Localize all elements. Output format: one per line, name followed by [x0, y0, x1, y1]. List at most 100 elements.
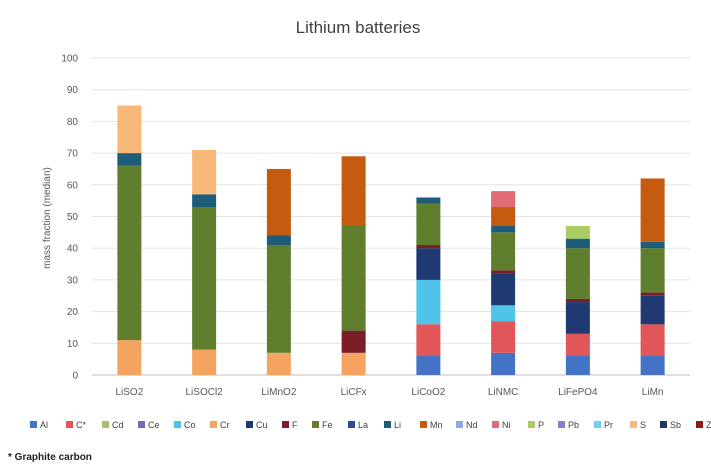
bar-segment-LiMn-Li[interactable]	[640, 241, 665, 249]
y-tick-label: 10	[67, 339, 79, 350]
bar-segment-LiSOCl2-Cr[interactable]	[192, 349, 217, 375]
bar-segment-LiSOCl2-Fe[interactable]	[192, 206, 217, 350]
legend-swatch-Cr	[210, 421, 217, 428]
bar-segment-LiNMC-Co[interactable]	[491, 305, 516, 322]
bar-segment-LiFePO4-P[interactable]	[565, 226, 590, 239]
x-category-label: LiSO2	[115, 387, 143, 398]
bar-segment-LiNMC-Al[interactable]	[491, 352, 516, 375]
legend-swatch-Cu	[246, 421, 253, 428]
legend-label: Nd	[466, 420, 478, 430]
legend-swatch-S	[630, 421, 637, 428]
bar-segment-LiCFx-Fe[interactable]	[341, 226, 366, 331]
legend-label: Cu	[256, 420, 268, 430]
y-tick-label: 90	[67, 85, 79, 96]
legend-label: Li	[394, 420, 401, 430]
legend-swatch-Fe	[312, 421, 319, 428]
y-tick-label: 100	[61, 54, 78, 65]
bar-segment-LiCoO2-Fe[interactable]	[416, 203, 441, 246]
x-category-label: LiCFx	[341, 387, 367, 398]
legend-swatch-Mn	[420, 421, 427, 428]
bar-segment-LiCoO2-Co[interactable]	[416, 279, 441, 325]
bar-segment-LiFePO4-Al[interactable]	[565, 355, 590, 375]
bar-segment-LiMn-C[interactable]	[640, 324, 665, 356]
legend-label: Ce	[148, 420, 160, 430]
bar-segment-LiCoO2-Al[interactable]	[416, 355, 441, 375]
bar-segment-LiMnO2-Cr[interactable]	[266, 352, 291, 375]
bar-segment-LiFePO4-C[interactable]	[565, 333, 590, 356]
legend-label: Pb	[568, 420, 579, 430]
bar-segment-LiCoO2-Cu[interactable]	[416, 248, 441, 280]
legend-label: S	[640, 420, 646, 430]
bar-segment-LiNMC-Fe[interactable]	[491, 232, 516, 271]
legend-swatch-Li	[384, 421, 391, 428]
legend-swatch-Sb	[660, 421, 667, 428]
bar-segment-LiMnO2-Mn[interactable]	[266, 168, 291, 236]
y-tick-label: 50	[67, 212, 79, 223]
bar-segment-LiFePO4-Li[interactable]	[565, 238, 590, 249]
bar-segment-LiCFx-F[interactable]	[341, 330, 366, 353]
bar-segment-LiSOCl2-S[interactable]	[192, 149, 217, 195]
y-tick-label: 0	[72, 371, 78, 382]
x-category-label: LiFePO4	[558, 387, 598, 398]
bar-segment-LiFePO4-Cu[interactable]	[565, 302, 590, 334]
bar-segment-LiNMC-Li[interactable]	[491, 226, 516, 233]
legend-label: Co	[184, 420, 196, 430]
bars	[117, 105, 665, 375]
bar-segment-LiNMC-Cu[interactable]	[491, 273, 516, 306]
bar-segment-LiFePO4-F[interactable]	[565, 298, 590, 303]
x-axis-categories: LiSO2 LiSOCl2 LiMnO2 LiCFx LiCoO2 LiNMC LiFePO…	[115, 387, 663, 398]
bar-segment-LiCFx-Mn[interactable]	[341, 156, 366, 227]
bar-segment-LiFePO4-Fe[interactable]	[565, 248, 590, 299]
bar-segment-LiMn-Fe[interactable]	[640, 248, 665, 293]
bar-segment-LiSO2-Li[interactable]	[117, 153, 142, 166]
legend-swatch-Zn	[696, 421, 703, 428]
chart-title: Lithium batteries	[296, 18, 421, 37]
legend-swatch-C	[66, 421, 73, 428]
y-axis-label: mass fraction (median)	[42, 167, 53, 269]
y-tick-label: 40	[67, 244, 79, 255]
y-tick-label: 20	[67, 307, 79, 318]
legend-swatch-F	[282, 421, 289, 428]
y-axis-ticks: 0 10 20 30 40 50 60 70 80 90 100	[61, 54, 78, 382]
legend-swatch-Nd	[456, 421, 463, 428]
bar-segment-LiCoO2-Li[interactable]	[416, 197, 441, 204]
bar-segment-LiMnO2-Li[interactable]	[266, 235, 291, 246]
bar-segment-LiNMC-F[interactable]	[491, 270, 516, 274]
bar-segment-LiNMC-C[interactable]	[491, 321, 516, 353]
bar-segment-LiMn-Al[interactable]	[640, 355, 665, 375]
legend-swatch-Pr	[594, 421, 601, 428]
legend-label: Zn	[706, 420, 711, 430]
bar-segment-LiCoO2-F[interactable]	[416, 245, 441, 249]
legend-label: Cr	[220, 420, 230, 430]
y-tick-label: 70	[67, 149, 79, 160]
bar-segment-LiNMC-Mn[interactable]	[491, 206, 516, 227]
legend-label: F	[292, 420, 298, 430]
bar-segment-LiNMC-Ni[interactable]	[491, 191, 516, 207]
bar-segment-LiMn-F[interactable]	[640, 292, 665, 296]
legend-label: Fe	[322, 420, 333, 430]
bar-segment-LiSO2-S[interactable]	[117, 105, 142, 154]
legend-label: P	[538, 420, 544, 430]
legend-label: C*	[76, 420, 86, 430]
bar-segment-LiMn-Mn[interactable]	[640, 178, 665, 242]
legend-label: Pr	[604, 420, 613, 430]
bar-segment-LiCFx-Cr[interactable]	[341, 352, 366, 375]
bar-segment-LiSO2-Fe[interactable]	[117, 165, 142, 341]
footnote: * Graphite carbon	[8, 452, 92, 463]
bar-segment-LiSO2-Cr[interactable]	[117, 340, 142, 375]
x-category-label: LiCoO2	[411, 387, 445, 398]
bar-segment-LiSOCl2-Li[interactable]	[192, 194, 217, 207]
legend-label: Ni	[502, 420, 511, 430]
legend-swatch-P	[528, 421, 535, 428]
legend-swatch-Ni	[492, 421, 499, 428]
legend-swatch-La	[348, 421, 355, 428]
bar-segment-LiMn-Cu[interactable]	[640, 295, 665, 325]
y-tick-label: 60	[67, 180, 79, 191]
legend-label: Al	[40, 420, 48, 430]
bar-segment-LiMnO2-Fe[interactable]	[266, 245, 291, 353]
y-tick-label: 80	[67, 117, 79, 128]
legend-swatch-Pb	[558, 421, 565, 428]
bar-segment-LiCoO2-C[interactable]	[416, 324, 441, 356]
legend: Al C* Cd Ce Co Cr Cu F Fe La Li Mn Nd Ni P Pb Pr S Sb Zn	[30, 420, 711, 430]
